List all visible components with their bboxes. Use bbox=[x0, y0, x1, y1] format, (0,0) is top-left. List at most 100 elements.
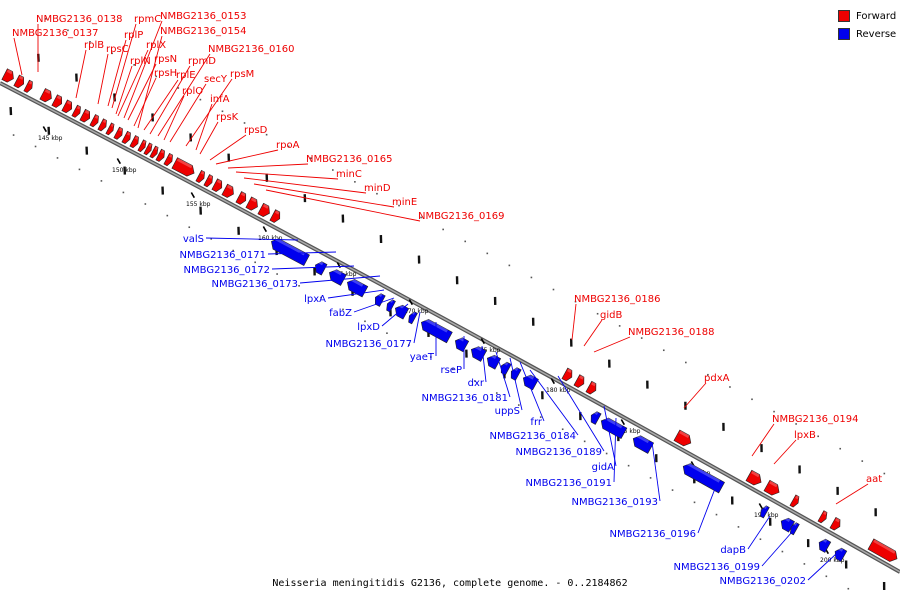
guide-dot bbox=[210, 238, 213, 240]
guide-dot bbox=[495, 392, 498, 394]
forward-gene bbox=[561, 367, 573, 382]
legend-swatch-reverse bbox=[838, 28, 850, 40]
forward-gene-label: rplO bbox=[182, 86, 203, 97]
reverse-gene-label: NMBG2136_0189 bbox=[516, 447, 602, 458]
guide-dot bbox=[144, 203, 147, 205]
tick-mark bbox=[42, 126, 48, 133]
tick-mark bbox=[480, 338, 486, 345]
gene-shade bbox=[331, 267, 342, 276]
guide-dot bbox=[552, 288, 555, 291]
gene-shade bbox=[6, 69, 13, 75]
gene-shade bbox=[275, 210, 280, 215]
reverse-gene-label: fabZ bbox=[329, 308, 352, 319]
gene-shade bbox=[208, 175, 213, 179]
guide-dot bbox=[795, 423, 797, 425]
guide-dot bbox=[166, 214, 169, 217]
gene-body bbox=[61, 99, 73, 114]
forward-gene-label: infA bbox=[210, 94, 230, 105]
guide-dot bbox=[605, 452, 608, 455]
gene-body bbox=[573, 374, 585, 388]
gene-shade bbox=[579, 375, 584, 380]
reverse-gene-label: frr bbox=[530, 417, 542, 428]
guide-dot bbox=[276, 273, 278, 275]
guide-dot bbox=[839, 447, 842, 450]
reverse-gene-label: lpxD bbox=[357, 322, 380, 333]
forward-leader-line bbox=[163, 95, 185, 141]
guide-dot bbox=[188, 226, 191, 229]
forward-gene-label: aat bbox=[866, 474, 882, 485]
reverse-gene-label: gidA bbox=[592, 462, 614, 473]
gene-shade bbox=[154, 146, 159, 151]
reverse-gene-label: dapB bbox=[720, 545, 746, 556]
guide-dot bbox=[715, 513, 718, 516]
tick-label: 150 kbp bbox=[112, 167, 137, 174]
guide-dot bbox=[408, 344, 410, 346]
forward-leader-line bbox=[195, 103, 213, 151]
forward-gene bbox=[195, 169, 205, 183]
gene-body bbox=[97, 118, 107, 132]
gene-body bbox=[561, 367, 573, 382]
guide-dot bbox=[265, 133, 268, 136]
forward-gene bbox=[203, 174, 213, 188]
guide-dot bbox=[618, 325, 621, 327]
guide-dot bbox=[452, 368, 454, 370]
tick-dash bbox=[123, 166, 127, 175]
forward-leader-line bbox=[169, 83, 207, 143]
reverse-gene bbox=[271, 236, 310, 267]
forward-gene-label: rplE bbox=[176, 70, 196, 81]
gene-body bbox=[486, 354, 502, 370]
gene-body bbox=[245, 196, 258, 211]
forward-gene bbox=[673, 429, 692, 447]
legend-label-reverse: Reverse bbox=[856, 28, 897, 40]
gene-shade bbox=[821, 537, 828, 543]
forward-gene-label: pdxA bbox=[704, 373, 730, 384]
tick-mark bbox=[116, 158, 122, 165]
forward-gene bbox=[789, 494, 800, 508]
gene-body bbox=[817, 510, 828, 524]
gene-body bbox=[137, 139, 147, 153]
forward-leader-line bbox=[253, 183, 395, 208]
reverse-gene bbox=[600, 416, 628, 440]
genome-backbone bbox=[0, 81, 900, 574]
forward-gene bbox=[97, 118, 107, 132]
reverse-leader-line bbox=[519, 361, 545, 422]
tick-label: 155 kbp bbox=[186, 201, 211, 208]
gene-shade bbox=[823, 511, 827, 515]
reverse-leader-line bbox=[761, 531, 793, 567]
gene-body bbox=[673, 429, 692, 447]
reverse-gene-label: uppS bbox=[495, 406, 520, 417]
tick-dash bbox=[227, 153, 231, 162]
reverse-gene bbox=[454, 335, 470, 353]
gene-shade bbox=[679, 430, 690, 439]
reverse-leader-line bbox=[613, 417, 617, 483]
guide-dot bbox=[354, 181, 356, 183]
forward-gene-label: rpsK bbox=[216, 112, 239, 123]
tick-dash bbox=[722, 422, 725, 431]
guide-dot bbox=[34, 145, 37, 148]
tick-mark bbox=[550, 378, 556, 385]
gene-shade bbox=[769, 480, 778, 488]
forward-gene bbox=[245, 196, 258, 211]
gene-shade bbox=[603, 416, 623, 429]
forward-leader-line bbox=[215, 149, 279, 165]
forward-gene bbox=[867, 538, 898, 562]
guide-dot bbox=[817, 435, 819, 438]
guide-dot bbox=[517, 404, 520, 406]
gene-shade bbox=[66, 100, 72, 105]
forward-leader-line bbox=[199, 121, 219, 155]
forward-gene-label: NMBG2136_0153 bbox=[160, 11, 246, 22]
forward-leader-line bbox=[265, 189, 421, 222]
forward-gene-label: NMBG2136_0165 bbox=[306, 154, 392, 165]
legend-label-forward: Forward bbox=[856, 10, 897, 22]
tick-dash bbox=[313, 267, 316, 276]
guide-dot bbox=[640, 337, 643, 339]
guide-dot bbox=[298, 285, 300, 287]
reverse-leader-line bbox=[603, 405, 617, 467]
forward-gene bbox=[155, 148, 165, 162]
tick-dash bbox=[798, 465, 801, 474]
gene-body bbox=[71, 104, 81, 118]
gene-body bbox=[79, 108, 91, 123]
gene-shade bbox=[567, 368, 572, 374]
forward-gene bbox=[817, 510, 828, 524]
